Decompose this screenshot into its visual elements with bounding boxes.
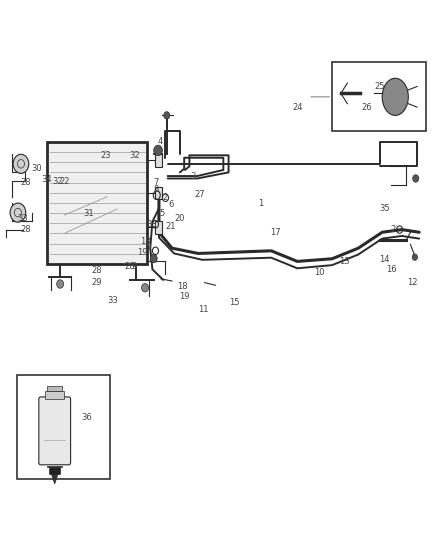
Circle shape [10, 203, 26, 222]
Bar [332, 62, 426, 131]
Text: 30: 30 [32, 164, 42, 173]
Circle shape [164, 112, 170, 119]
Bar [47, 142, 147, 264]
Text: 1: 1 [258, 199, 263, 208]
Text: 28: 28 [20, 178, 31, 187]
Circle shape [13, 155, 29, 173]
Polygon shape [51, 474, 58, 484]
Text: 4: 4 [158, 138, 163, 147]
Text: 9: 9 [131, 262, 137, 271]
Text: 22: 22 [59, 177, 70, 186]
Bar [155, 187, 162, 199]
Text: 18: 18 [177, 282, 187, 291]
Text: 28: 28 [124, 262, 135, 271]
Text: 36: 36 [81, 413, 92, 422]
Circle shape [141, 284, 148, 292]
Ellipse shape [382, 78, 408, 115]
Text: 26: 26 [362, 103, 372, 112]
Text: 29: 29 [91, 278, 102, 287]
Text: 3: 3 [190, 172, 196, 181]
Text: 27: 27 [194, 190, 205, 199]
Text: 20: 20 [175, 214, 185, 223]
Text: 2: 2 [390, 225, 396, 234]
Text: 33: 33 [18, 214, 28, 223]
Text: 16: 16 [385, 265, 396, 273]
Bar [49, 467, 60, 474]
Circle shape [154, 145, 162, 156]
Circle shape [150, 254, 157, 263]
Text: 17: 17 [270, 228, 281, 237]
Text: 34: 34 [42, 174, 53, 183]
Text: 32: 32 [53, 177, 63, 186]
Text: 11: 11 [198, 305, 209, 314]
Text: 6: 6 [169, 200, 174, 209]
Text: 28: 28 [20, 225, 31, 234]
Text: 19: 19 [179, 292, 189, 301]
Text: 5: 5 [160, 209, 165, 218]
Text: 33: 33 [146, 220, 157, 229]
Bar [47, 386, 62, 391]
FancyBboxPatch shape [39, 397, 71, 465]
Text: 19: 19 [138, 248, 148, 257]
Text: 13: 13 [339, 257, 350, 265]
Text: 24: 24 [292, 103, 303, 112]
Text: 32: 32 [129, 151, 139, 160]
Text: 15: 15 [229, 298, 240, 307]
Circle shape [412, 254, 417, 260]
Text: 8: 8 [153, 185, 159, 194]
Circle shape [413, 175, 419, 182]
Circle shape [57, 280, 64, 288]
Text: 31: 31 [83, 209, 94, 218]
Text: 23: 23 [101, 151, 111, 160]
Bar [17, 375, 110, 479]
Text: 35: 35 [379, 204, 390, 213]
Text: 33: 33 [107, 296, 118, 305]
Bar [155, 221, 162, 233]
Text: 25: 25 [375, 82, 385, 91]
Text: 2: 2 [162, 193, 167, 202]
Text: 7: 7 [153, 178, 159, 187]
Text: 12: 12 [407, 278, 418, 287]
Text: 18: 18 [140, 237, 150, 246]
Text: 21: 21 [166, 222, 177, 231]
Bar [155, 154, 162, 166]
Text: 14: 14 [379, 255, 390, 264]
Text: 28: 28 [91, 266, 102, 275]
Bar [45, 391, 64, 399]
Text: 10: 10 [314, 268, 325, 277]
